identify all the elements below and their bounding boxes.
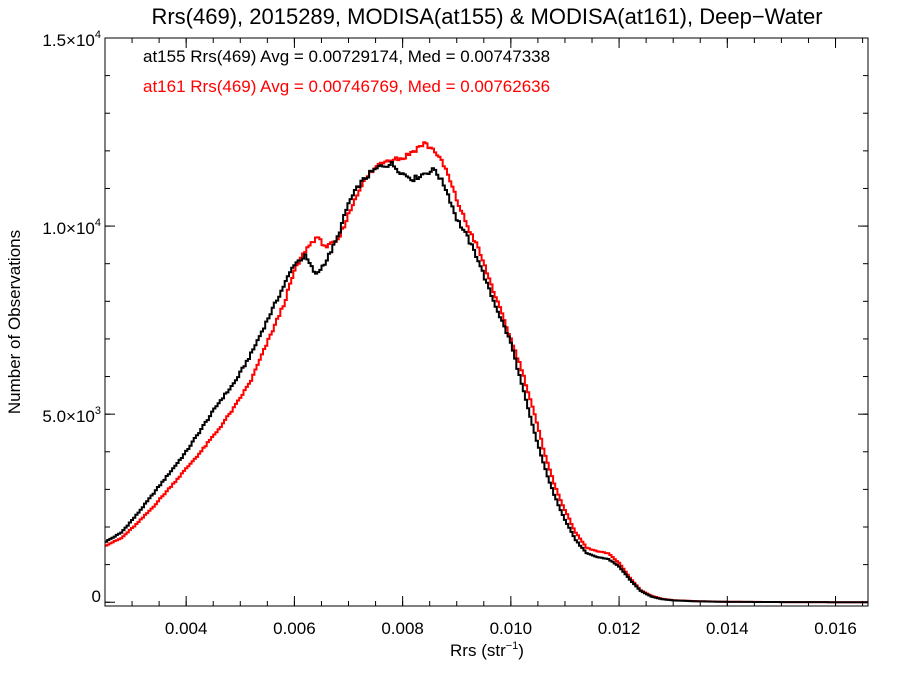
x-axis-label-superscript: −1 <box>506 640 519 652</box>
y-tick-label: 5.0×103 <box>42 405 101 426</box>
x-tick-label: 0.010 <box>490 619 533 638</box>
chart-title: Rrs(469), 2015289, MODISA(at155) & MODIS… <box>151 4 822 29</box>
x-tick-label: 0.016 <box>814 619 857 638</box>
y-tick-label: 1.5×104 <box>42 29 101 50</box>
x-axis-label-text: Rrs (str <box>450 641 506 660</box>
legend-at155: at155 Rrs(469) Avg = 0.00729174, Med = 0… <box>143 47 550 66</box>
legend-at161: at161 Rrs(469) Avg = 0.00746769, Med = 0… <box>143 77 550 96</box>
x-tick-label: 0.012 <box>598 619 641 638</box>
x-tick-label: 0.008 <box>381 619 424 638</box>
y-tick-label: 1.0×104 <box>42 217 101 238</box>
y-tick-label: 0 <box>92 587 101 606</box>
plot-frame <box>104 37 869 607</box>
x-axis-label-suffix: ) <box>518 641 524 660</box>
series-line-at161 <box>105 141 868 604</box>
x-tick-label: 0.006 <box>273 619 316 638</box>
series-layer <box>105 141 868 604</box>
y-axis-label: Number of Observations <box>5 230 24 414</box>
series-line-at155 <box>105 161 868 604</box>
x-axis-label: Rrs (str−1) <box>450 640 524 660</box>
tick-layer: 0.004 0.006 0.008 0.010 0.012 0.014 0.016 0 5.0×… <box>42 29 868 638</box>
x-tick-label: 0.014 <box>706 619 749 638</box>
x-tick-label: 0.004 <box>165 619 208 638</box>
